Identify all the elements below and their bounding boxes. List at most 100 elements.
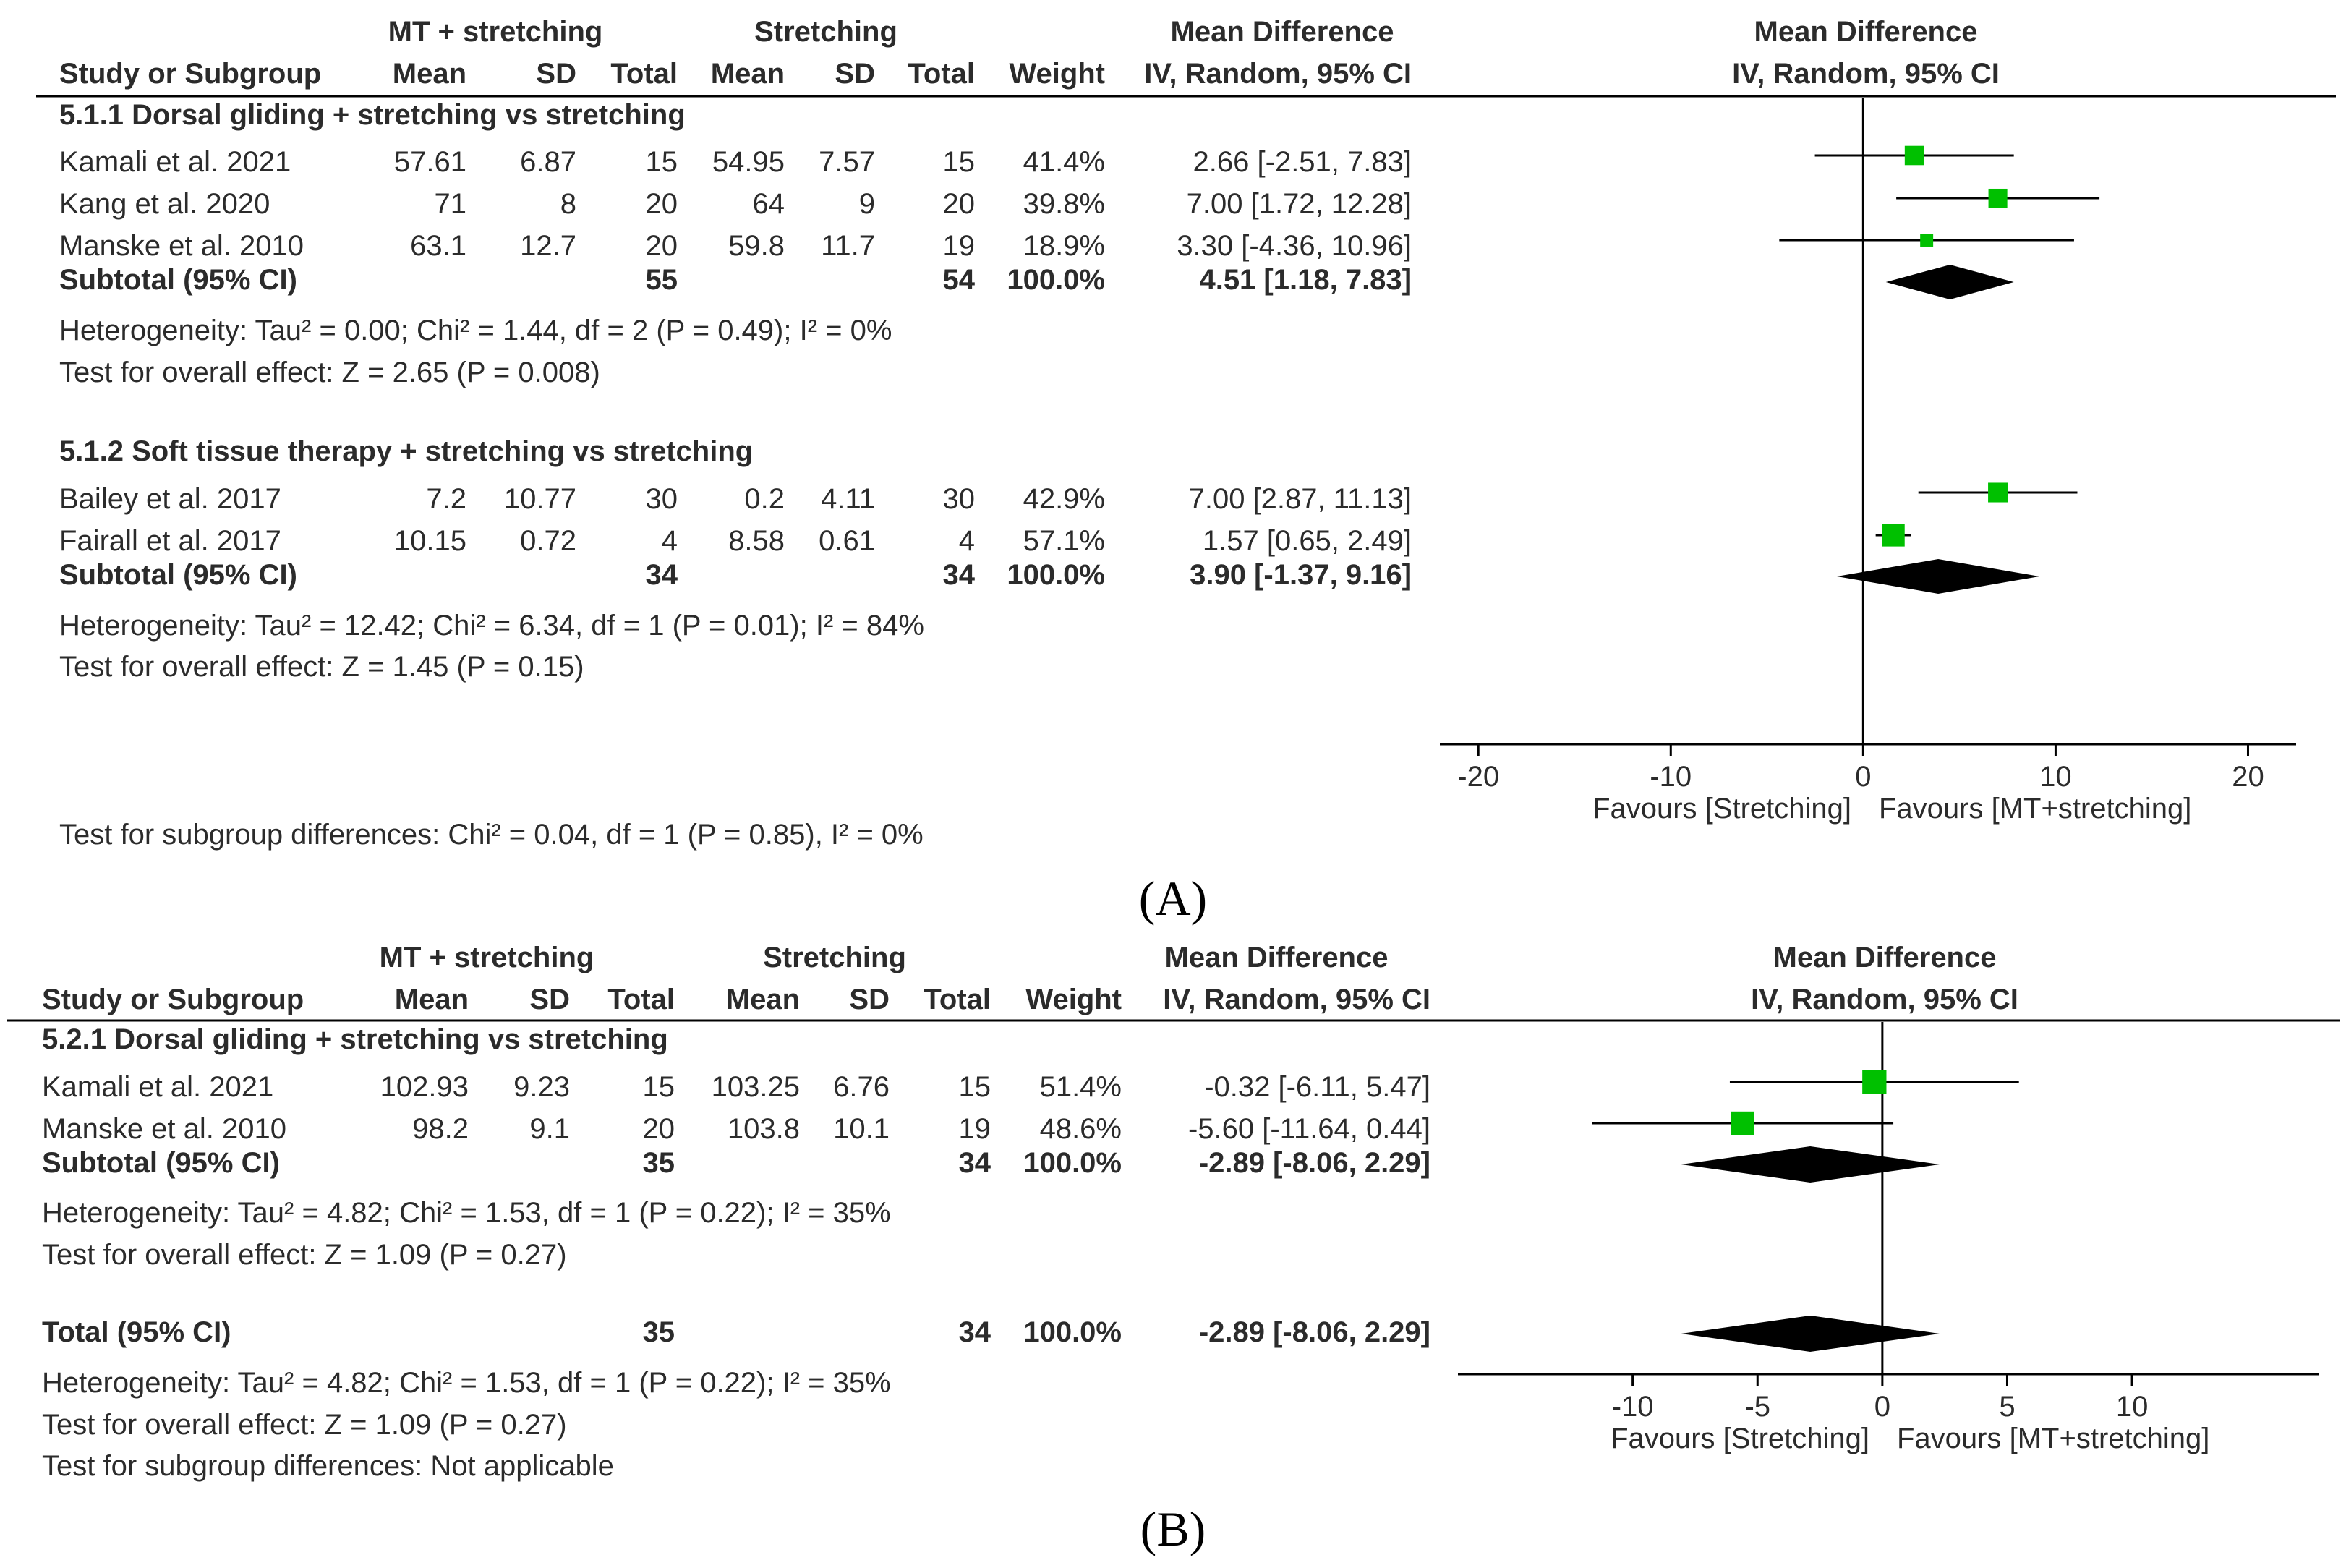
total-ci: -2.89 [-8.06, 2.29]	[1199, 1316, 1430, 1348]
cell-ci: 1.57 [0.65, 2.49]	[1203, 525, 1412, 557]
cell-total2: 19	[943, 230, 976, 262]
panel-label-b: (B)	[1140, 1501, 1206, 1556]
cell-mean2: 64	[753, 188, 785, 220]
cell-sd1: 0.72	[520, 525, 576, 557]
cell-mean2: 54.95	[712, 146, 785, 178]
panel-b: MT + stretching Stretching Mean Differen…	[7, 942, 2340, 1556]
subtotal-ci: -2.89 [-8.06, 2.29]	[1199, 1147, 1430, 1179]
subtotal-total1: 34	[646, 559, 678, 591]
cell-weight: 39.8%	[1023, 188, 1105, 220]
study-name: Fairall et al. 2017	[59, 525, 281, 557]
table-row: Fairall et al. 2017 10.15 0.72 4 8.58 0.…	[59, 525, 1412, 557]
cell-mean2: 103.8	[728, 1113, 800, 1145]
x-tick-label: 10	[2116, 1391, 2149, 1423]
subtotal-total1: 35	[643, 1147, 675, 1179]
subgroup-difference-text: Test for subgroup differences: Not appli…	[42, 1450, 614, 1482]
header-group2: Stretching	[754, 16, 897, 48]
subtotal-label: Subtotal (95% CI)	[59, 264, 297, 296]
subtotal-weight: 100.0%	[1007, 559, 1105, 591]
cell-sd1: 8	[560, 188, 576, 220]
cell-sd2: 7.57	[819, 146, 875, 178]
cell-total2: 19	[959, 1113, 991, 1145]
overall-effect-text: Test for overall effect: Z = 1.45 (P = 0…	[59, 651, 584, 683]
favours-right-label: Favours [MT+stretching]	[1897, 1423, 2209, 1454]
header-plot-top: Mean Difference	[1773, 942, 1997, 973]
x-tick-label: -10	[1650, 761, 1692, 793]
cell-weight: 42.9%	[1023, 483, 1105, 515]
total-total2: 34	[959, 1316, 991, 1348]
total-weight: 100.0%	[1023, 1316, 1122, 1348]
cell-weight: 41.4%	[1023, 146, 1105, 178]
cell-mean1: 102.93	[380, 1071, 469, 1103]
subtotal-total2: 34	[959, 1147, 991, 1179]
header-study: Study or Subgroup	[42, 984, 304, 1015]
header-total2: Total	[908, 58, 975, 90]
cell-mean1: 98.2	[412, 1113, 469, 1145]
subtotal-ci: 3.90 [-1.37, 9.16]	[1190, 559, 1412, 591]
total-label: Total (95% CI)	[42, 1316, 231, 1348]
header-md-sub: IV, Random, 95% CI	[1163, 984, 1430, 1015]
header-md-sub: IV, Random, 95% CI	[1144, 58, 1412, 90]
total-heterogeneity-text: Heterogeneity: Tau² = 4.82; Chi² = 1.53,…	[42, 1367, 891, 1399]
cell-sd2: 10.1	[833, 1113, 890, 1145]
cell-ci: -0.32 [-6.11, 5.47]	[1204, 1071, 1430, 1103]
study-marker	[1882, 524, 1905, 547]
header-mean2: Mean	[711, 58, 785, 90]
cell-sd1: 9.23	[513, 1071, 570, 1103]
overall-effect-text: Test for overall effect: Z = 2.65 (P = 0…	[59, 357, 600, 388]
header-study: Study or Subgroup	[59, 58, 321, 90]
study-name: Kamali et al. 2021	[59, 146, 291, 178]
total-row: Total (95% CI) 35 34 100.0% -2.89 [-8.06…	[42, 1316, 1430, 1348]
favours-right-label: Favours [MT+stretching]	[1879, 793, 2191, 825]
header-md-top: Mean Difference	[1171, 16, 1394, 48]
header-mean1: Mean	[393, 58, 466, 90]
subtotal-total2: 34	[943, 559, 976, 591]
x-tick-label: 5	[1999, 1391, 2015, 1423]
cell-ci: 3.30 [-4.36, 10.96]	[1177, 230, 1412, 262]
subgroup-difference-text: Test for subgroup differences: Chi² = 0.…	[59, 819, 924, 851]
heterogeneity-text: Heterogeneity: Tau² = 4.82; Chi² = 1.53,…	[42, 1197, 891, 1229]
cell-total1: 15	[643, 1071, 675, 1103]
study-marker	[1862, 1070, 1887, 1094]
forest-plot-a: -20 -10 0 10 20	[1440, 98, 2296, 793]
study-name: Manske et al. 2010	[42, 1113, 286, 1145]
study-name: Bailey et al. 2017	[59, 483, 281, 515]
cell-mean1: 10.15	[394, 525, 466, 557]
study-marker	[1988, 482, 2008, 503]
header-total2: Total	[924, 984, 991, 1015]
study-name: Kang et al. 2020	[59, 188, 270, 220]
header-total1: Total	[610, 58, 678, 90]
cell-mean1: 71	[435, 188, 467, 220]
cell-sd1: 12.7	[520, 230, 576, 262]
cell-mean1: 7.2	[426, 483, 466, 515]
subtotal-label: Subtotal (95% CI)	[42, 1147, 280, 1179]
cell-mean2: 8.58	[728, 525, 785, 557]
subtotal-row: Subtotal (95% CI) 55 54 100.0% 4.51 [1.1…	[59, 264, 1412, 296]
study-name: Kamali et al. 2021	[42, 1071, 273, 1103]
header-sd2: SD	[849, 984, 890, 1015]
cell-ci: 2.66 [-2.51, 7.83]	[1193, 146, 1412, 178]
header-group1: MT + stretching	[388, 16, 603, 48]
header-group1: MT + stretching	[380, 942, 594, 973]
cell-mean2: 59.8	[728, 230, 785, 262]
subtotal-total1: 55	[646, 264, 678, 296]
forest-plot-b: -10 -5 0 5 10	[1458, 1022, 2319, 1423]
cell-sd1: 9.1	[529, 1113, 570, 1145]
pooled-diamond	[1681, 1146, 1940, 1183]
header-sd1: SD	[536, 58, 576, 90]
x-tick-label: 10	[2039, 761, 2072, 793]
cell-total2: 15	[943, 146, 976, 178]
cell-sd1: 6.87	[520, 146, 576, 178]
table-row: Kamali et al. 2021 57.61 6.87 15 54.95 7…	[59, 146, 1412, 178]
header-sd1: SD	[529, 984, 570, 1015]
subtotal-ci: 4.51 [1.18, 7.83]	[1199, 264, 1412, 296]
subgroup-title: 5.1.1 Dorsal gliding + stretching vs str…	[59, 99, 686, 131]
heterogeneity-text: Heterogeneity: Tau² = 0.00; Chi² = 1.44,…	[59, 315, 892, 346]
cell-total1: 20	[646, 188, 678, 220]
cell-total1: 30	[646, 483, 678, 515]
x-tick-label: 20	[2232, 761, 2264, 793]
table-row: Manske et al. 2010 98.2 9.1 20 103.8 10.…	[42, 1113, 1430, 1145]
header-weight: Weight	[1025, 984, 1122, 1015]
subtotal-weight: 100.0%	[1007, 264, 1105, 296]
study-marker	[1920, 234, 1934, 247]
